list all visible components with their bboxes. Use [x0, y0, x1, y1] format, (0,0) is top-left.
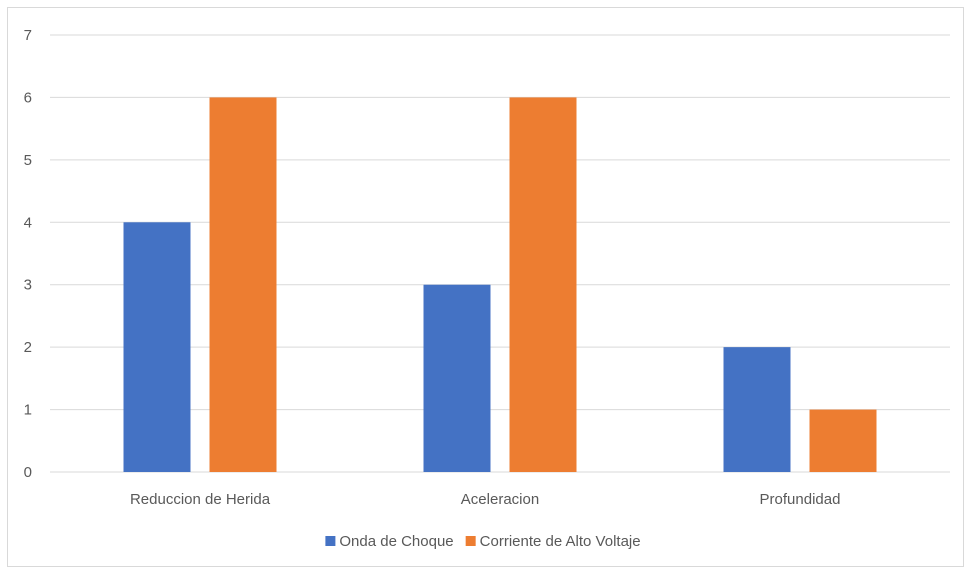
y-tick-label: 1	[24, 402, 32, 419]
x-axis-category-labels: Reduccion de Herida Aceleracion Profundida…	[130, 491, 841, 508]
category-label: Reduccion de Herida	[130, 491, 271, 508]
bars	[123, 97, 877, 472]
legend-label: Corriente de Alto Voltaje	[480, 533, 641, 550]
y-tick-label: 2	[24, 339, 32, 356]
legend-swatch	[325, 536, 336, 546]
bar	[723, 347, 791, 472]
bar	[209, 97, 277, 472]
bar	[509, 97, 577, 472]
gridlines	[50, 34, 950, 473]
y-tick-label: 7	[24, 27, 32, 44]
y-tick-label: 4	[24, 214, 32, 231]
bar	[423, 284, 491, 472]
y-axis-tick-labels: 0 1 2 3 4 5 6 7	[24, 27, 32, 481]
y-tick-label: 5	[24, 152, 32, 169]
legend-label: Onda de Choque	[339, 533, 453, 550]
category-label: Profundidad	[760, 491, 841, 508]
y-tick-label: 6	[24, 89, 32, 106]
legend-item: Corriente de Alto Voltaje	[465, 533, 641, 550]
y-tick-label: 3	[24, 277, 32, 294]
legend: Onda de Choque Corriente de Alto Voltaje	[325, 533, 641, 550]
legend-item: Onda de Choque	[325, 533, 454, 550]
bar	[123, 222, 191, 472]
bar	[809, 409, 877, 472]
y-tick-label: 0	[24, 464, 32, 481]
category-label: Aceleracion	[461, 491, 539, 508]
legend-swatch	[465, 536, 476, 546]
